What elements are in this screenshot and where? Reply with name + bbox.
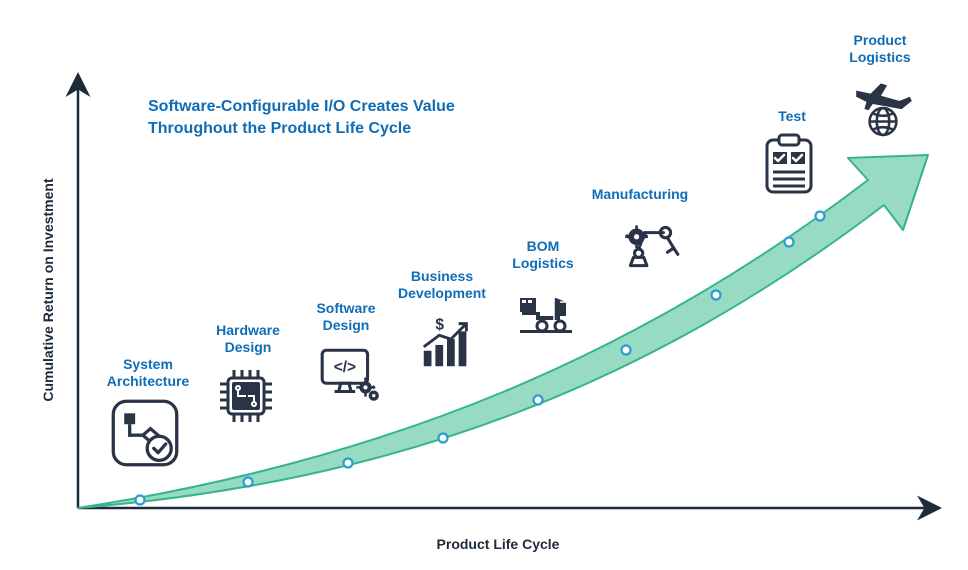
stage-label-business-development: BusinessDevelopment — [382, 268, 502, 302]
product-logistics-icon — [850, 72, 916, 138]
system-architecture-icon — [110, 398, 180, 468]
y-axis-label: Cumulative Return on Investment — [40, 178, 56, 401]
roi-lifecycle-chart: Cumulative Return on Investment Product … — [48, 20, 948, 550]
chart-title: Software-Configurable I/O Creates ValueT… — [148, 96, 455, 139]
x-axis-label: Product Life Cycle — [437, 536, 560, 552]
stage-label-manufacturing: Manufacturing — [580, 186, 700, 203]
manufacturing-icon — [618, 212, 684, 278]
svg-text:$: $ — [435, 316, 444, 333]
bom-logistics-icon — [514, 280, 578, 344]
data-points — [136, 212, 825, 505]
business-development-icon: $ — [416, 312, 478, 374]
stage-label-software-design: SoftwareDesign — [286, 300, 406, 334]
stage-label-product-logistics: ProductLogistics — [820, 32, 940, 66]
test-icon — [760, 132, 818, 196]
software-design-icon: </> — [316, 342, 382, 408]
stage-label-test: Test — [732, 108, 852, 125]
stage-label-bom-logistics: BOMLogistics — [483, 238, 603, 272]
svg-text:</>: </> — [334, 359, 356, 376]
hardware-design-icon — [214, 364, 278, 428]
stage-label-system-architecture: SystemArchitecture — [88, 356, 208, 390]
